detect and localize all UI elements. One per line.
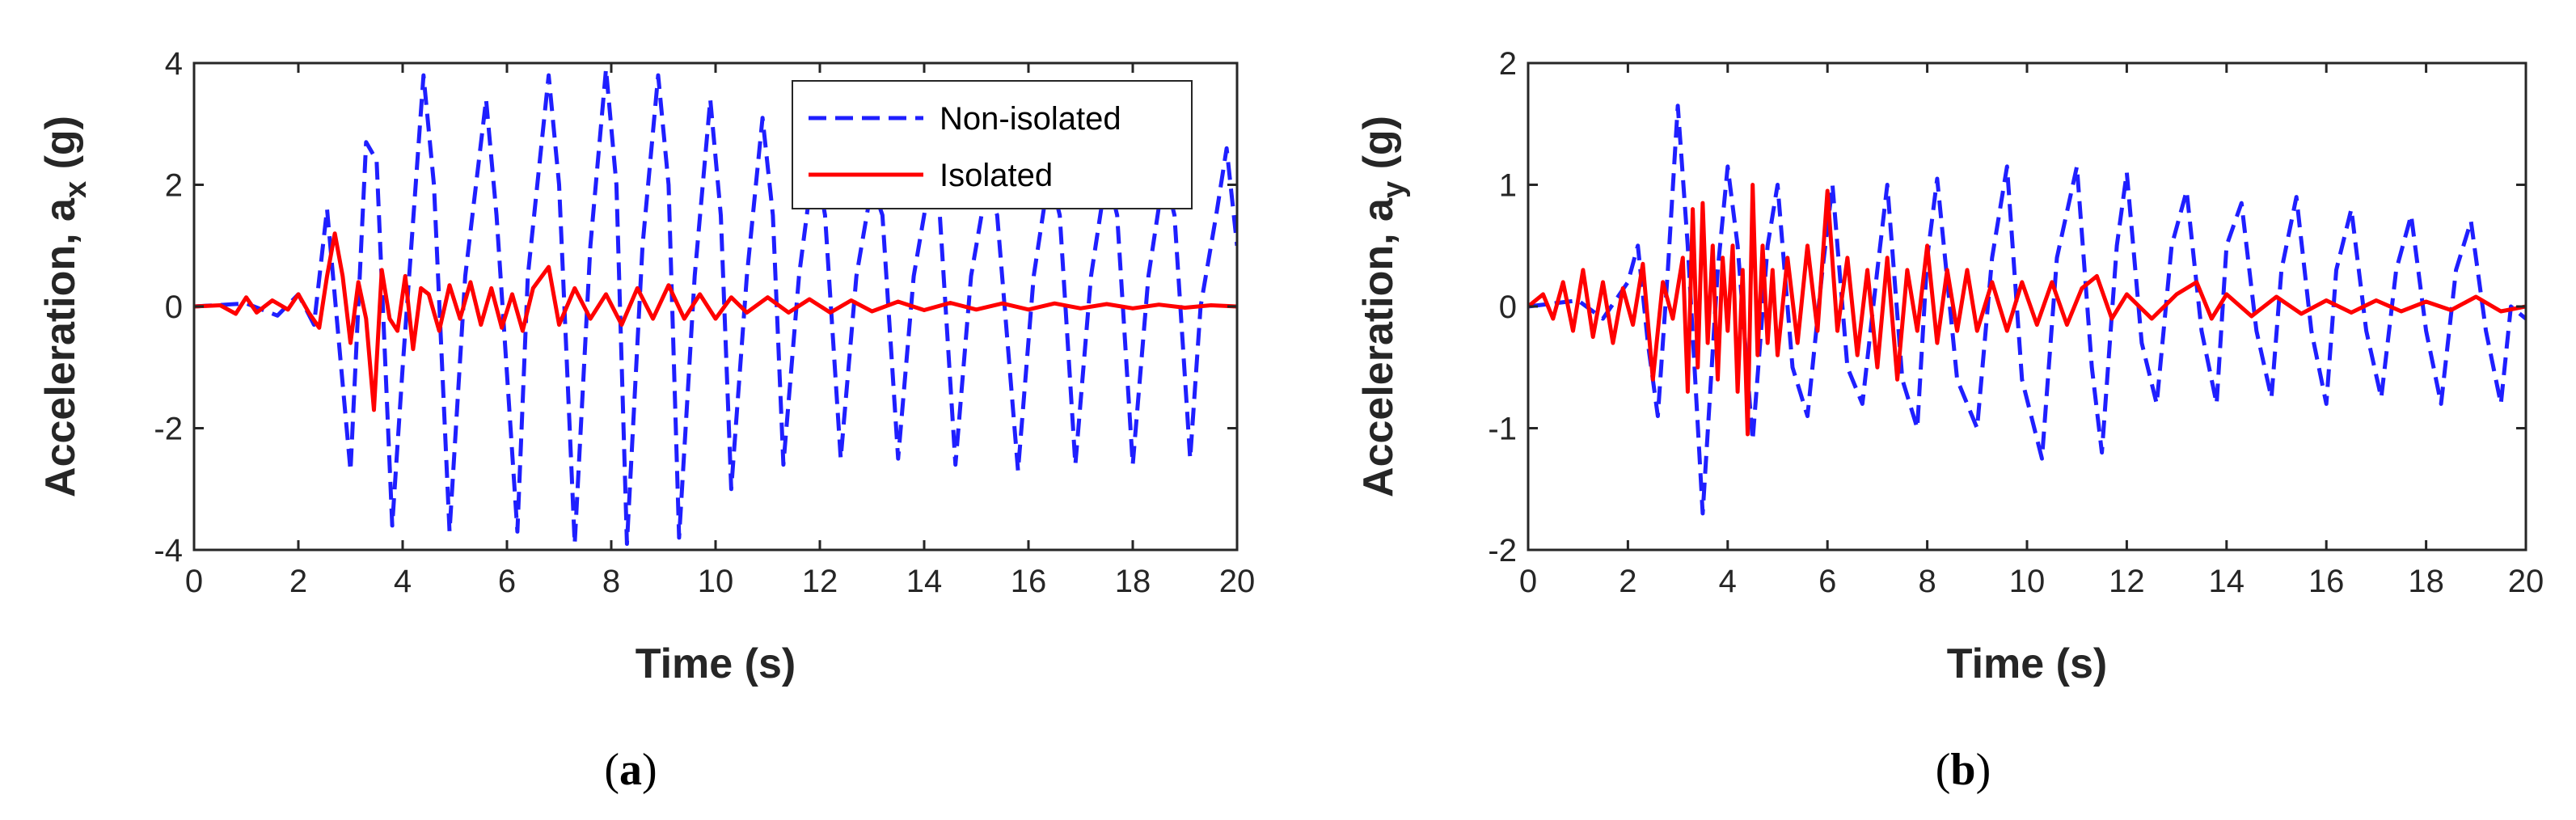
panel-b-y-axis-label-subscript: y	[1377, 181, 1411, 198]
panel-b-y-axis-label-text: Acceleration, a	[1355, 197, 1402, 497]
legend-isolated-label: Isolated	[940, 158, 1053, 193]
panel-a-series-isolated-line	[194, 231, 1237, 412]
panel-a-caption-letter: a	[619, 745, 642, 795]
panel-a-x-tick-label: 16	[1011, 564, 1047, 599]
panel-b-y-axis-label-unit: (g)	[1355, 116, 1402, 181]
panel-a-plot-frame	[192, 61, 1239, 552]
panel-b-x-tick-label: 14	[2209, 564, 2245, 599]
panel-a-caption: (a)	[604, 745, 657, 795]
panel-a-y-tick-label: -4	[154, 533, 183, 569]
panel-b-series-non-isolated-line	[1528, 104, 2526, 516]
legend-box	[792, 80, 1193, 209]
panel-a-series	[194, 67, 1237, 546]
panel-b-x-axis-label: Time (s)	[1947, 640, 2107, 687]
legend: Non-isolated Isolated	[792, 80, 1193, 209]
panel-b-series	[1528, 104, 2526, 516]
panel-b-x-tick-label: 4	[1719, 564, 1737, 599]
panel-b-y-tick-label: 0	[1499, 290, 1517, 325]
panel-a-y-tick-label: 2	[165, 168, 183, 204]
panel-b-y-tick-label: 2	[1499, 46, 1517, 82]
panel-b-caption-close: )	[1976, 745, 1991, 795]
panel-a-x-tick-label: 6	[498, 564, 516, 599]
panel-a-x-axis-label: Time (s)	[636, 640, 796, 687]
panel-a-y-tick-label: -2	[154, 412, 183, 447]
panel-a-x-tick-label: 18	[1115, 564, 1151, 599]
panel-a-x-tick-label: 2	[289, 564, 307, 599]
panel-a: 0 2 4 6 8 10 12 14 16 18 20 -4 -2 0 2 4 Time (s) Accel…	[37, 46, 1255, 795]
panel-b-y-tick-label: -1	[1488, 412, 1517, 447]
panel-a-y-ticks: -4 -2 0 2 4	[154, 46, 1237, 569]
panel-a-y-axis-label-text: Acceleration, a	[37, 197, 84, 497]
legend-non-isolated-label: Non-isolated	[940, 101, 1121, 137]
panel-a-y-axis-label-subscript: x	[59, 181, 93, 198]
panel-b-caption: (b)	[1936, 745, 1991, 795]
panel-a-y-tick-label: 4	[165, 46, 183, 82]
panel-a-series-non-isolated-line	[194, 67, 1237, 546]
panel-b-x-tick-label: 20	[2508, 564, 2544, 599]
panel-b-caption-open: (	[1936, 745, 1951, 795]
panel-a-x-ticks: 0 2 4 6 8 10 12 14 16 18 20	[185, 63, 1255, 599]
panel-a-x-tick-label: 20	[1219, 564, 1256, 599]
panel-b-x-tick-label: 6	[1818, 564, 1836, 599]
panel-a-caption-open: (	[604, 745, 619, 795]
panel-a-caption-close: )	[642, 745, 657, 795]
panel-a-x-tick-label: 0	[185, 564, 203, 599]
panel-a-x-tick-label: 14	[906, 564, 943, 599]
panel-b-y-axis-label: Acceleration, ay (g)	[1355, 116, 1411, 497]
panel-b-y-ticks: -2 -1 0 1 2	[1488, 46, 2526, 569]
panel-b-series-isolated-line	[1528, 183, 2526, 437]
panel-a-y-tick-label: 0	[165, 290, 183, 325]
panel-b-caption-letter: b	[1950, 745, 1975, 795]
panel-a-x-tick-label: 10	[698, 564, 734, 599]
panel-b-x-tick-label: 18	[2408, 564, 2444, 599]
panel-b-x-tick-label: 10	[2009, 564, 2046, 599]
panel-b-x-tick-label: 0	[1519, 564, 1537, 599]
panel-a-x-tick-label: 8	[602, 564, 620, 599]
panel-b-y-tick-label: -2	[1488, 533, 1517, 569]
panel-b-x-tick-label: 16	[2308, 564, 2345, 599]
panel-a-x-tick-label: 4	[394, 564, 412, 599]
panel-a-x-tick-label: 12	[802, 564, 838, 599]
panel-b-x-tick-label: 12	[2109, 564, 2145, 599]
panel-b-y-tick-label: 1	[1499, 168, 1517, 204]
panel-a-y-axis-label: Acceleration, ax (g)	[37, 116, 93, 497]
panel-b-x-tick-label: 2	[1619, 564, 1636, 599]
panel-a-y-axis-label-unit: (g)	[37, 116, 84, 181]
panel-b-x-tick-label: 8	[1918, 564, 1936, 599]
panel-b-plot-frame	[1527, 61, 2527, 552]
